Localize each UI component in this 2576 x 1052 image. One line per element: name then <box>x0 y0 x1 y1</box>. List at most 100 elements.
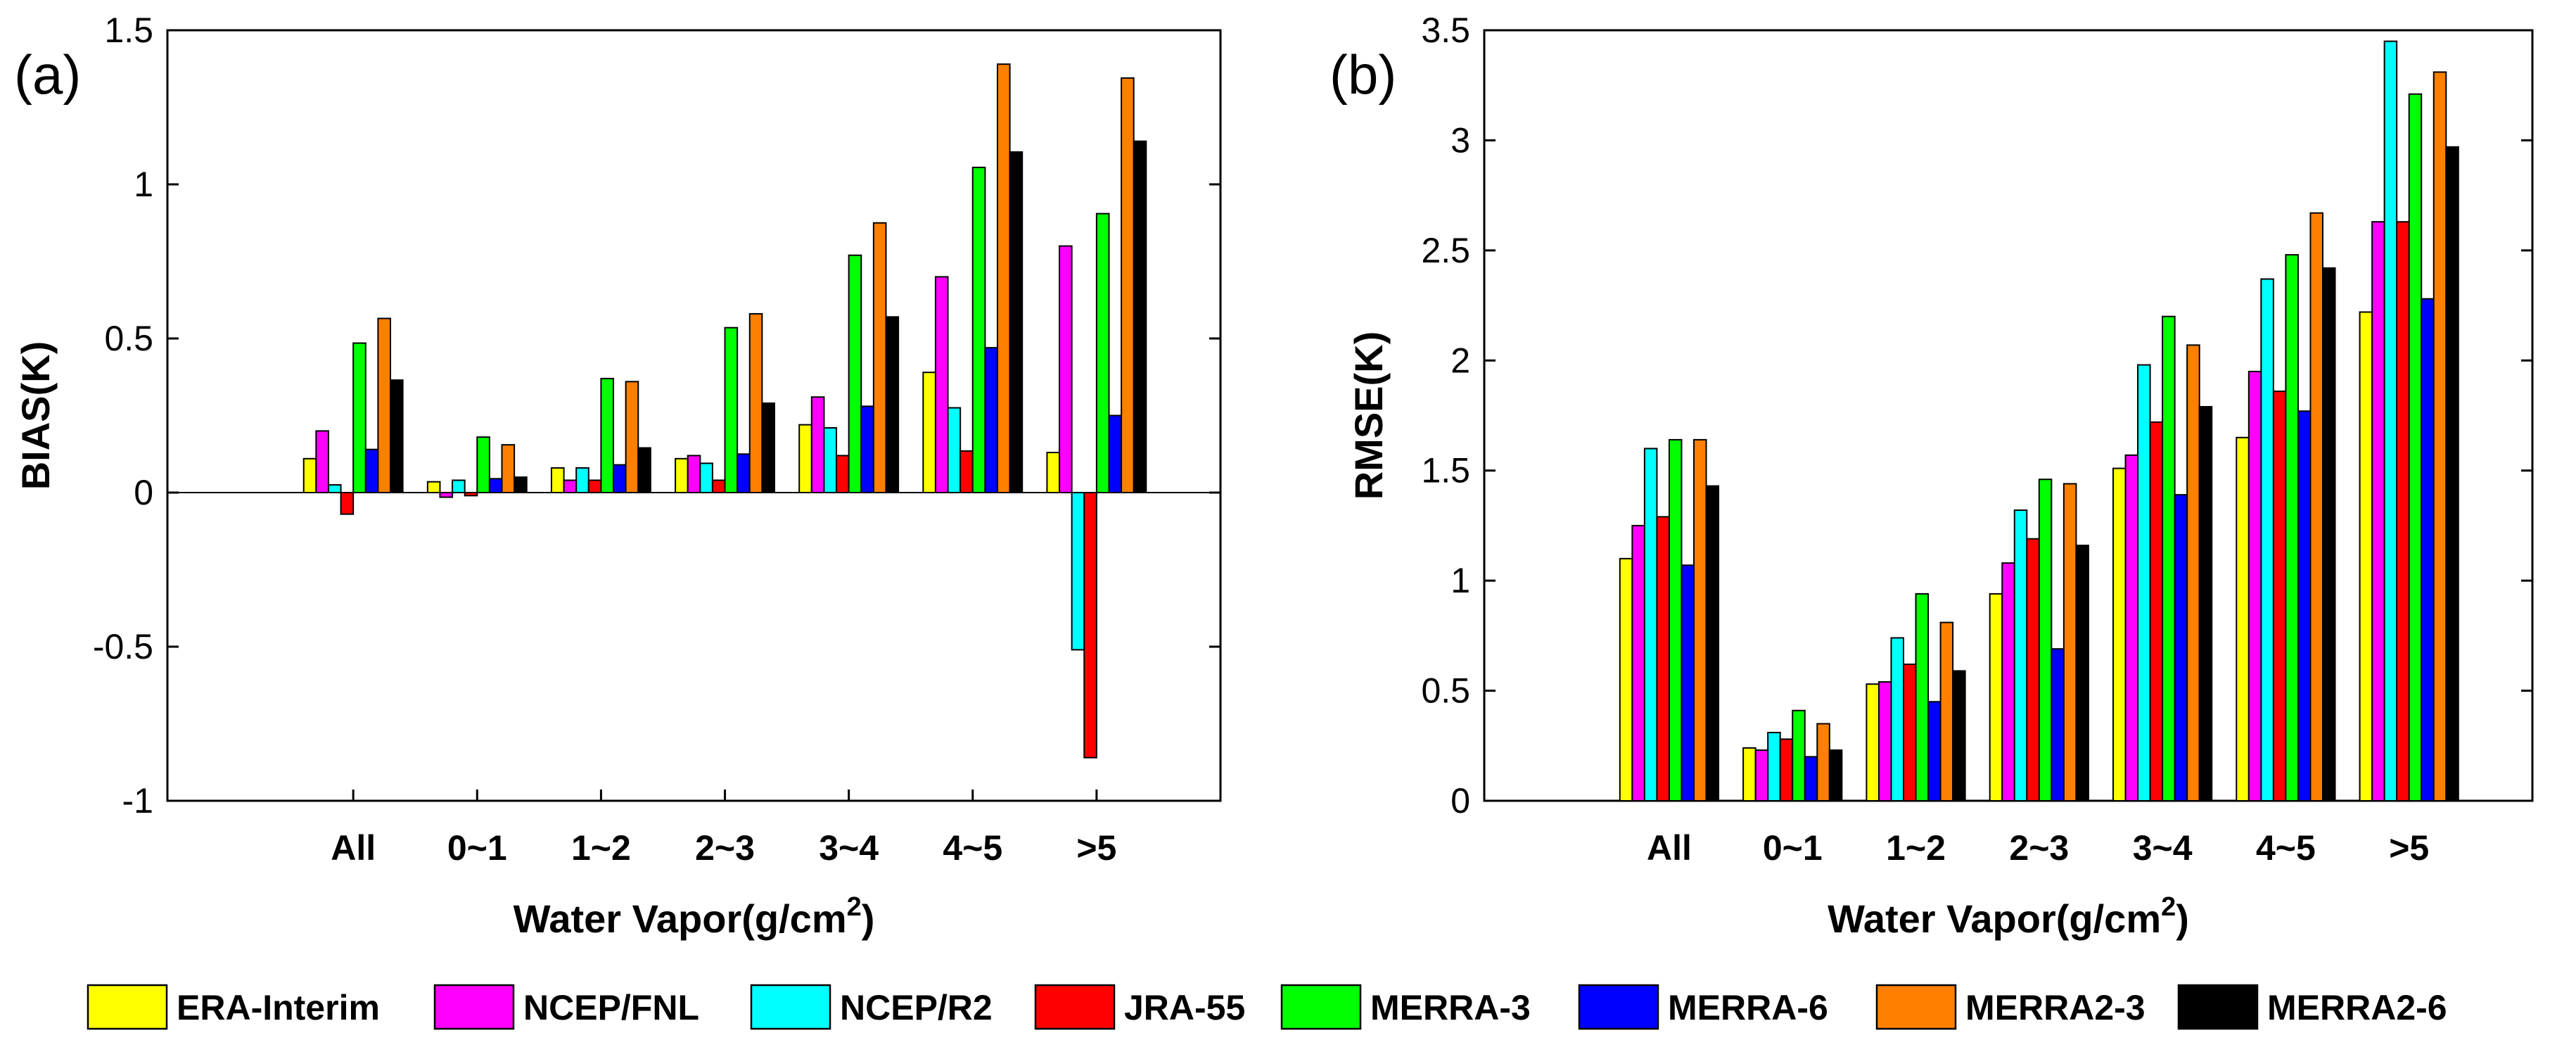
bar-merra2-6-gt5 <box>1133 140 1147 493</box>
x-category-label: 2~3 <box>695 828 755 868</box>
bar-merra2-6-4-5 <box>2322 267 2336 801</box>
bar-ncep-fnl-1-2 <box>563 479 578 493</box>
y-tick-label: 3 <box>1450 120 1470 160</box>
y-tick-label: 2 <box>1450 341 1470 380</box>
bar-merra2-6-all <box>1705 485 1720 801</box>
bar-ncep-r2-2-3 <box>2013 509 2028 801</box>
bar-merra-3-1-2 <box>600 377 615 493</box>
bar-merra-6-0-1 <box>488 478 503 493</box>
bar-ncep-r2-gt5 <box>2383 40 2398 802</box>
bar-era-interim-0-1 <box>1742 747 1756 802</box>
bar-era-interim-gt5 <box>2359 311 2373 801</box>
bar-jra-55-1-2 <box>1903 664 1917 801</box>
bar-merra-6-2-3 <box>2051 648 2065 802</box>
bar-ncep-fnl-2-3 <box>2001 562 2015 801</box>
bar-merra-3-2-3 <box>724 327 739 494</box>
bar-ncep-fnl-4-5 <box>934 276 949 493</box>
y-tick-label: 3.5 <box>1421 11 1470 50</box>
bar-merra2-3-all <box>1693 438 1707 801</box>
bar-merra2-6-1-2 <box>637 447 651 493</box>
bar-merra2-6-3-4 <box>885 316 900 493</box>
bar-merra-3-gt5 <box>2408 93 2423 801</box>
bar-ncep-fnl-gt5 <box>2371 221 2385 801</box>
bar-era-interim-2-3 <box>1989 592 2003 802</box>
bar-jra-55-4-5 <box>2272 391 2287 801</box>
y-tick-label: 1 <box>1450 561 1470 600</box>
bar-merra-6-1-2 <box>613 464 627 494</box>
bar-jra-55-3-4 <box>836 455 850 494</box>
bar-jra-55-2-3 <box>2026 538 2040 801</box>
plot-area-frame <box>166 29 1222 802</box>
bar-merra2-6-gt5 <box>2445 146 2459 802</box>
bar-ncep-r2-3-4 <box>2137 364 2151 801</box>
bar-merra-6-3-4 <box>860 405 874 493</box>
bar-ncep-fnl-gt5 <box>1059 245 1073 493</box>
bar-merra-6-2-3 <box>737 453 751 493</box>
bar-merra2-3-4-5 <box>2309 212 2324 801</box>
bar-merra-3-1-2 <box>1915 592 1930 802</box>
bar-merra2-3-2-3 <box>2062 483 2077 801</box>
y-axis-label: RMSE(K) <box>1346 331 1391 500</box>
bar-ncep-fnl-3-4 <box>2124 454 2139 801</box>
bar-jra-55-all <box>1656 516 1670 802</box>
x-category-label: All <box>1647 828 1692 868</box>
y-tick-label: 2.5 <box>1421 231 1470 270</box>
bar-merra2-6-2-3 <box>2075 545 2089 801</box>
y-tick-label: -0.5 <box>93 627 153 666</box>
bar-era-interim-2-3 <box>675 457 689 494</box>
bar-merra-6-1-2 <box>1927 701 1941 802</box>
x-category-label: 1~2 <box>571 828 631 868</box>
bar-era-interim-gt5 <box>1046 452 1061 493</box>
y-tick-label: 1.5 <box>104 11 153 50</box>
bar-merra2-3-3-4 <box>2186 344 2200 801</box>
bar-ncep-fnl-2-3 <box>687 455 701 494</box>
legend-swatch-ncep-fnl <box>433 984 515 1030</box>
bar-merra-3-4-5 <box>2285 254 2299 802</box>
bar-merra2-6-4-5 <box>1009 151 1024 493</box>
bar-merra2-6-1-2 <box>1952 670 1966 802</box>
legend-swatch-jra-55 <box>1034 984 1116 1030</box>
bar-merra-3-all <box>1668 438 1683 801</box>
bar-merra-6-all <box>364 448 379 493</box>
bar-merra2-6-3-4 <box>2198 405 2213 801</box>
bar-ncep-r2-gt5 <box>1071 492 1085 651</box>
panel-label: (b) <box>1330 44 1396 106</box>
bar-jra-55-1-2 <box>587 479 602 493</box>
bar-merra-3-2-3 <box>2038 479 2053 801</box>
bar-merra2-3-4-5 <box>996 63 1011 494</box>
y-tick-label: 0 <box>1450 781 1470 820</box>
x-category-label: 2~3 <box>2009 828 2069 868</box>
bar-ncep-r2-all <box>327 484 342 493</box>
bar-merra2-3-3-4 <box>872 222 887 493</box>
bar-era-interim-3-4 <box>2112 467 2127 801</box>
bar-merra2-6-all <box>390 379 404 493</box>
bar-era-interim-1-2 <box>1866 683 1880 802</box>
bar-merra2-6-2-3 <box>761 402 775 493</box>
bar-jra-55-gt5 <box>1083 492 1097 759</box>
y-tick-label: 0 <box>134 473 153 512</box>
legend-label-jra-55: JRA-55 <box>1124 988 1245 1027</box>
legend-swatch-merra2-3 <box>1875 984 1957 1030</box>
legend-label-merra-3: MERRA-3 <box>1370 988 1531 1027</box>
x-category-label: 3~4 <box>2133 828 2193 868</box>
bar-merra2-3-gt5 <box>2432 71 2447 801</box>
legend-swatch-era-interim <box>87 984 168 1030</box>
bar-merra-6-4-5 <box>984 347 998 494</box>
bar-ncep-fnl-all <box>1631 524 1645 802</box>
bar-era-interim-3-4 <box>798 424 812 494</box>
bar-merra-6-gt5 <box>1108 414 1123 493</box>
bar-merra2-3-0-1 <box>501 444 516 493</box>
bar-ncep-fnl-4-5 <box>2247 370 2262 801</box>
bar-jra-55-0-1 <box>1779 738 1794 802</box>
bar-ncep-r2-4-5 <box>2260 278 2274 801</box>
x-category-label: All <box>331 828 376 868</box>
legend-swatch-merra-3 <box>1280 984 1362 1030</box>
bar-era-interim-1-2 <box>550 467 565 494</box>
bar-merra-3-all <box>352 342 366 493</box>
bar-merra-3-0-1 <box>1792 709 1806 801</box>
legend-swatch-merra2-6 <box>2177 984 2259 1030</box>
chart-panel-a: -1 -0.5 0 0.5 1 1.5 All 0~1 1~2 2~3 3~4 4~5 >5 BIAS(K… <box>13 11 1222 941</box>
bar-jra-55-0-1 <box>464 492 478 497</box>
legend-label-ncep-r2: NCEP/R2 <box>840 988 993 1027</box>
